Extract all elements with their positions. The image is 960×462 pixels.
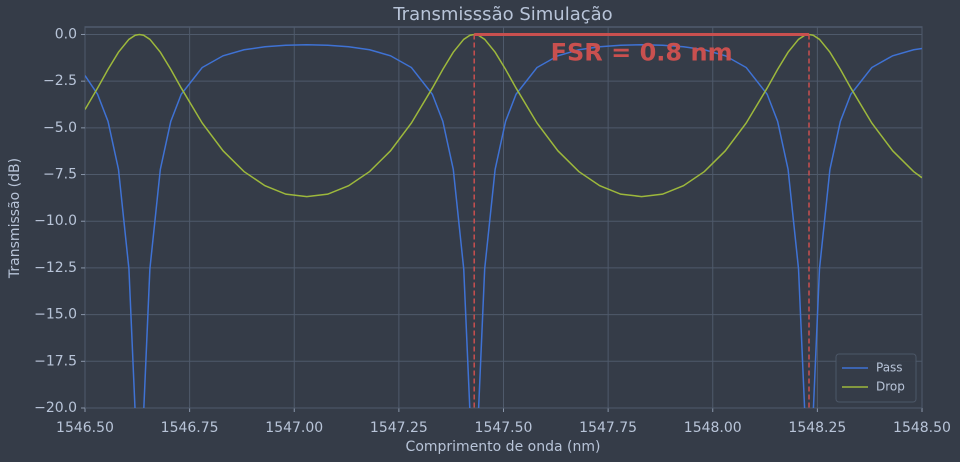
series-line [85, 43, 922, 408]
legend-label: Pass [876, 361, 903, 375]
x-tick-label: 1548.50 [893, 420, 951, 436]
y-tick-label: −12.5 [34, 260, 77, 276]
y-tick-label: −15.0 [34, 307, 77, 323]
x-tick-label: 1546.75 [161, 420, 219, 436]
annotation-text: FSR = 0.8 nm [551, 38, 733, 66]
y-tick-label: −7.5 [43, 167, 77, 183]
x-tick-label: 1547.25 [370, 420, 428, 436]
x-tick-label: 1547.50 [475, 420, 533, 436]
legend-box [835, 353, 917, 403]
y-tick-label: −17.5 [34, 353, 77, 369]
y-tick-label: −2.5 [43, 73, 77, 89]
y-tick-label: 0.0 [55, 26, 77, 42]
y-tick-label: −5.0 [43, 120, 77, 136]
x-tick-label: 1547.00 [265, 420, 323, 436]
x-tick-label: 1548.25 [788, 420, 846, 436]
x-axis-label: Comprimento de onda (nm) [406, 439, 601, 455]
x-tick-label: 1547.75 [579, 420, 637, 436]
x-tick-label: 1546.50 [56, 420, 114, 436]
y-axis-label: Transmissão (dB) [7, 158, 23, 279]
legend-label: Drop [876, 380, 905, 394]
y-tick-label: −20.0 [34, 400, 77, 416]
chart-title: Transmisssão Simulação [392, 4, 612, 25]
x-tick-label: 1548.00 [684, 420, 742, 436]
y-tick-label: −10.0 [34, 213, 77, 229]
